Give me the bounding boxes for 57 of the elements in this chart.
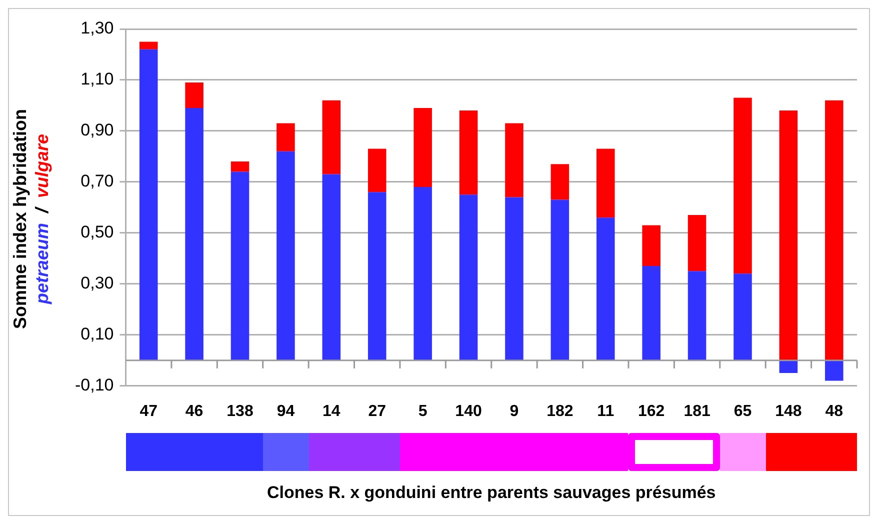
bar (734, 98, 752, 274)
bar (550, 200, 570, 360)
bar (596, 148, 615, 218)
bar (185, 82, 204, 108)
y-tick-label: 0,10 (80, 324, 114, 344)
bar (414, 187, 432, 360)
bar (779, 360, 798, 374)
y-tick-label: 1,30 (80, 18, 114, 38)
x-tick-label: 138 (226, 402, 254, 420)
bar (505, 123, 524, 198)
bar (230, 162, 250, 172)
x-tick-label: 11 (597, 402, 614, 420)
x-axis-title: Clones R. x gonduini entre parents sauvages présumés (266, 483, 717, 503)
bar (368, 148, 386, 192)
x-tick-label: 94 (276, 402, 295, 420)
y-tick-label: 1,10 (80, 70, 114, 89)
bar (230, 172, 250, 360)
bar (459, 194, 478, 360)
x-tick-label: 48 (825, 402, 844, 420)
bar (139, 42, 158, 50)
y-tick-label: 0,50 (80, 222, 114, 242)
y-tick-label: 0,70 (80, 172, 114, 191)
y-tick-label: 0,90 (80, 120, 114, 140)
bar (276, 151, 295, 360)
bar (459, 110, 478, 195)
bar (825, 100, 844, 360)
bar (185, 108, 204, 360)
x-tick-label: 65 (734, 402, 752, 420)
y-tick-label: -0,10 (75, 375, 114, 394)
bar (596, 218, 615, 360)
x-tick-label: 5 (418, 402, 428, 420)
bar (642, 225, 660, 266)
bar (139, 49, 158, 360)
x-tick-label: 182 (546, 402, 574, 420)
bar (642, 266, 660, 360)
bar (322, 100, 341, 174)
bar (550, 164, 570, 200)
x-tick-label: 140 (455, 402, 482, 420)
x-tick-label: 27 (368, 402, 386, 420)
bar (688, 215, 706, 272)
bar (276, 123, 295, 152)
x-tick-label: 181 (684, 402, 710, 420)
bar (368, 192, 386, 360)
bar (779, 110, 798, 360)
x-tick-label: 162 (638, 402, 665, 420)
bar (825, 360, 844, 381)
x-tick-label: 46 (185, 402, 204, 420)
x-tick-label: 14 (322, 402, 340, 420)
x-tick-label: 9 (510, 402, 519, 420)
bar (734, 274, 752, 360)
bar (688, 271, 706, 360)
x-tick-label: 148 (775, 402, 802, 420)
y-tick-label: 0,30 (80, 274, 114, 293)
bar (414, 108, 432, 188)
x-tick-label: 47 (140, 402, 158, 420)
bar (322, 174, 341, 360)
bar (505, 197, 524, 360)
